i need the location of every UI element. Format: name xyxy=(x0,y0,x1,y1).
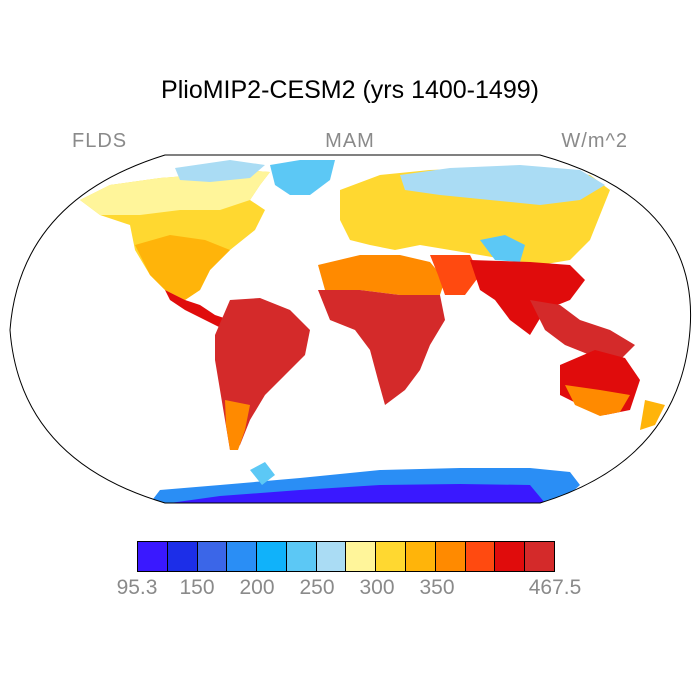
antarctica-interior xyxy=(170,484,545,503)
units-label: W/m^2 xyxy=(561,130,628,152)
colorbar-box xyxy=(138,542,168,571)
siberia-land xyxy=(400,165,605,205)
southeast-asia-land xyxy=(530,300,635,360)
canada-arctic-land xyxy=(175,160,265,182)
colorbar-box xyxy=(495,542,526,571)
africa-north xyxy=(318,255,445,295)
colorbar-tick-label: 95.3 xyxy=(116,576,158,599)
colorbar-box xyxy=(257,542,287,571)
new-zealand-land xyxy=(640,400,665,430)
colorbar-tick-label: 250 xyxy=(299,576,335,599)
middle-east-land xyxy=(430,255,480,295)
antarctic-peninsula xyxy=(250,462,275,485)
tibet-cold xyxy=(480,235,525,262)
chart-title: PlioMIP2-CESM2 (yrs 1400-1499) xyxy=(161,76,539,104)
colorbar-box xyxy=(525,542,554,571)
colorbar-box xyxy=(406,542,436,571)
variable-label: FLDS xyxy=(72,130,128,152)
north-america-north xyxy=(80,170,270,215)
colorbar-tick-label: 350 xyxy=(419,576,455,599)
south-asia-land xyxy=(470,260,585,335)
south-america-south xyxy=(225,400,250,450)
colorbar-tick-label: 200 xyxy=(239,576,275,599)
greenland-land xyxy=(270,160,335,195)
colorbar-box xyxy=(376,542,407,571)
colorbar-tick-label: 300 xyxy=(359,576,395,599)
colorbar xyxy=(137,541,555,572)
australia-south xyxy=(565,385,630,416)
colorbar-box xyxy=(227,542,258,571)
north-america-warm xyxy=(135,235,230,300)
season-label: MAM xyxy=(325,130,375,152)
globe-outline xyxy=(9,154,692,504)
colorbar-box xyxy=(465,542,496,571)
africa-land xyxy=(318,290,445,405)
central-america-land xyxy=(165,290,240,330)
colorbar-box xyxy=(435,542,466,571)
colorbar-box xyxy=(286,542,317,571)
colorbar-box xyxy=(316,542,347,571)
colorbar-tick-label: 150 xyxy=(179,576,215,599)
colorbar-box xyxy=(197,542,228,571)
colorbar-box xyxy=(346,542,377,571)
colorbar-box xyxy=(167,542,198,571)
colorbar-tick-label: 467.5 xyxy=(528,576,582,599)
landmasses xyxy=(80,160,665,503)
